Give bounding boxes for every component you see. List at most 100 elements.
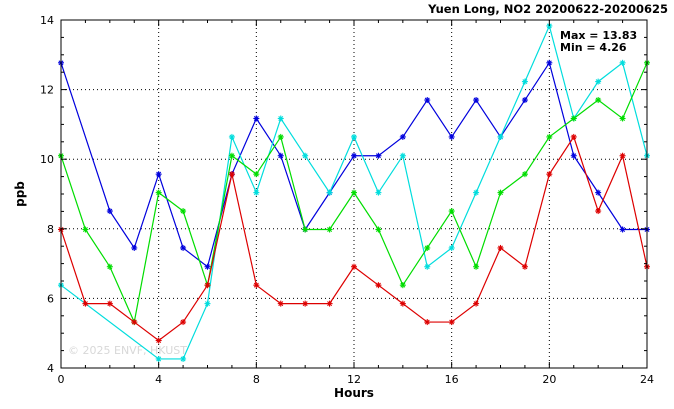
x-tick-label: 16: [445, 373, 459, 386]
data-point: [180, 244, 187, 251]
data-point: [595, 208, 602, 215]
data-point: [546, 59, 553, 66]
data-point: [399, 300, 406, 307]
data-point: [302, 152, 309, 159]
data-point: [180, 355, 187, 362]
series-line: [60, 135, 648, 342]
data-point: [204, 282, 211, 289]
data-point: [570, 133, 577, 140]
y-tick-label: 6: [47, 292, 54, 305]
data-point: [424, 263, 431, 270]
data-point: [180, 319, 187, 326]
data-point: [326, 300, 333, 307]
data-point: [570, 115, 577, 122]
data-point: [82, 226, 89, 233]
data-point: [351, 133, 357, 140]
data-point: [521, 97, 528, 104]
data-point: [473, 97, 480, 104]
data-point: [595, 189, 602, 196]
data-point: [473, 189, 480, 196]
data-point: [131, 244, 138, 251]
data-point: [619, 59, 626, 66]
gridlines: [61, 20, 647, 368]
y-tick-label: 10: [40, 153, 54, 166]
data-point: [497, 133, 504, 140]
data-point: [570, 152, 577, 159]
data-point: [155, 189, 162, 196]
chart-title: Yuen Long, NO2 20200622-20200625: [427, 2, 668, 16]
data-point: [375, 189, 382, 196]
series-2: [58, 59, 650, 326]
data-point: [351, 263, 357, 270]
x-tick-label: 0: [58, 373, 65, 386]
data-point: [424, 97, 431, 104]
data-point: [497, 244, 504, 251]
data-point: [204, 300, 211, 307]
data-point: [521, 263, 528, 270]
data-point: [424, 244, 431, 251]
data-point: [106, 208, 113, 215]
data-point: [595, 97, 602, 104]
data-point: [473, 300, 480, 307]
data-point: [326, 189, 333, 196]
data-point: [302, 226, 309, 233]
data-point: [375, 152, 382, 159]
data-point: [204, 263, 211, 270]
data-point: [106, 300, 113, 307]
data-point: [351, 189, 357, 196]
x-axis-title: Hours: [334, 386, 374, 400]
data-point: [277, 115, 284, 122]
x-tick-label: 4: [155, 373, 162, 386]
y-tick-label: 14: [40, 14, 54, 27]
max-label: Max = 13.83: [560, 29, 637, 42]
data-point: [448, 133, 455, 140]
data-point: [619, 152, 626, 159]
watermark: © 2025 ENVF, HKUST: [68, 344, 187, 357]
x-tick-label: 20: [542, 373, 556, 386]
data-point: [448, 244, 455, 251]
data-point: [448, 319, 455, 326]
data-point: [155, 337, 162, 344]
data-point: [228, 152, 235, 159]
data-point: [399, 152, 406, 159]
data-point: [546, 171, 553, 178]
data-point: [277, 133, 284, 140]
data-point: [521, 78, 528, 85]
data-point: [473, 263, 480, 270]
data-point: [399, 133, 406, 140]
data-point: [619, 226, 626, 233]
data-point: [424, 319, 431, 326]
data-point: [277, 300, 284, 307]
data-point: [106, 263, 113, 270]
data-point: [619, 115, 626, 122]
min-label: Min = 4.26: [560, 41, 627, 54]
data-point: [253, 282, 260, 289]
y-axis-title: ppb: [13, 181, 27, 207]
y-tick-label: 12: [40, 84, 54, 97]
data-point: [399, 282, 406, 289]
x-tick-label: 8: [253, 373, 260, 386]
data-point: [546, 133, 553, 140]
data-point: [326, 226, 333, 233]
data-point: [277, 152, 284, 159]
data-point: [155, 355, 162, 362]
series-line: [60, 61, 647, 268]
data-point: [131, 319, 138, 326]
y-tick-label: 4: [47, 362, 54, 375]
data-point: [253, 189, 260, 196]
data-point: [448, 208, 455, 215]
data-point: [155, 171, 162, 178]
data-point: [595, 78, 602, 85]
x-tick-label: 24: [640, 373, 654, 386]
series-3: [58, 133, 650, 344]
data-point: [375, 226, 382, 233]
data-point: [302, 300, 309, 307]
x-tick-label: 12: [347, 373, 361, 386]
y-tick-label: 8: [47, 223, 54, 236]
data-point: [351, 152, 357, 159]
data-point: [180, 208, 187, 215]
data-point: [228, 133, 235, 140]
data-point: [375, 282, 382, 289]
